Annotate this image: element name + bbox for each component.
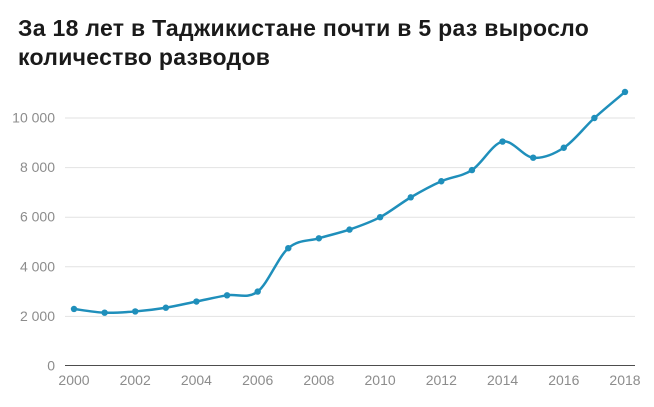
svg-text:2000: 2000 <box>58 372 89 388</box>
svg-text:2012: 2012 <box>426 372 457 388</box>
svg-text:2004: 2004 <box>181 372 212 388</box>
svg-text:2002: 2002 <box>120 372 151 388</box>
svg-text:4 000: 4 000 <box>20 258 55 274</box>
svg-text:2016: 2016 <box>548 372 579 388</box>
svg-text:10 000: 10 000 <box>12 110 55 126</box>
svg-text:2 000: 2 000 <box>20 308 55 324</box>
svg-text:2008: 2008 <box>303 372 334 388</box>
svg-text:2018: 2018 <box>609 372 640 388</box>
svg-text:2010: 2010 <box>365 372 396 388</box>
svg-text:6 000: 6 000 <box>20 209 55 225</box>
svg-text:2006: 2006 <box>242 372 273 388</box>
svg-text:8 000: 8 000 <box>20 159 55 175</box>
svg-text:2014: 2014 <box>487 372 518 388</box>
svg-text:0: 0 <box>47 358 55 374</box>
